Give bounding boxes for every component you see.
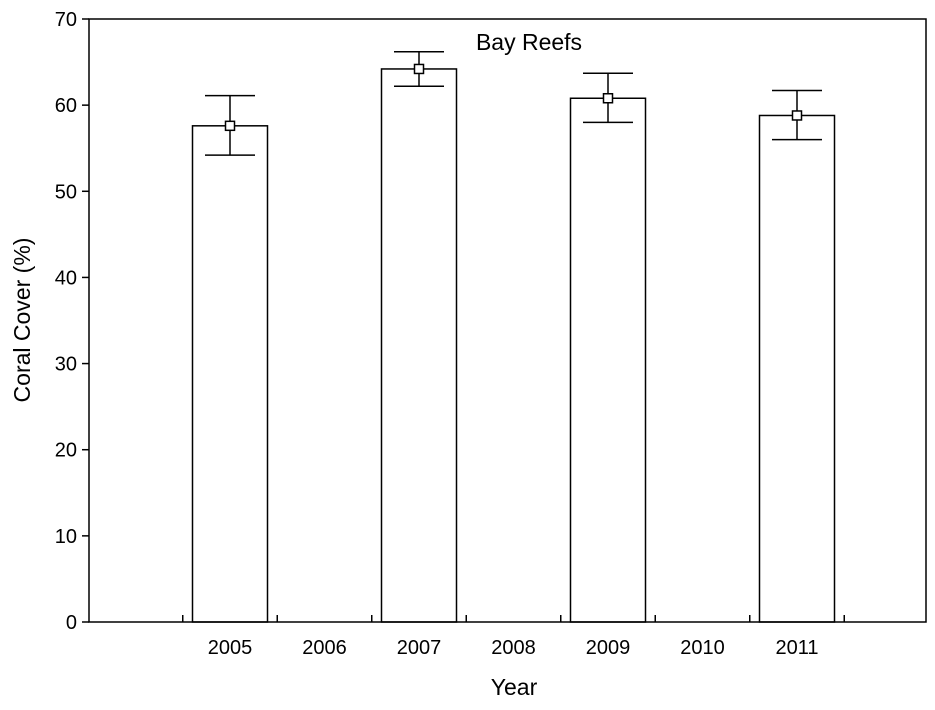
y-tick-label: 0 bbox=[66, 612, 77, 634]
mean-marker bbox=[413, 63, 425, 75]
mean-marker bbox=[791, 110, 803, 121]
x-tick-label: 2005 bbox=[208, 637, 253, 659]
y-tick-label: 50 bbox=[55, 181, 77, 203]
mean-marker bbox=[602, 93, 614, 104]
y-axis-label: Coral Cover (%) bbox=[9, 238, 35, 403]
y-tick-label: 60 bbox=[55, 95, 77, 117]
y-tick-label: 40 bbox=[55, 267, 77, 289]
mean-marker bbox=[224, 120, 236, 132]
y-tick-label: 20 bbox=[55, 440, 77, 462]
bar bbox=[569, 97, 647, 623]
chart-title: Bay Reefs bbox=[476, 29, 582, 55]
bar bbox=[380, 68, 458, 623]
bars-layer bbox=[191, 68, 836, 623]
x-axis-label: Year bbox=[491, 674, 538, 700]
plot-frame bbox=[88, 18, 927, 623]
y-tick-label: 70 bbox=[55, 9, 77, 31]
error-bars-layer bbox=[205, 50, 822, 156]
y-ticks: 0 10 20 30 40 50 60 70 bbox=[55, 9, 89, 634]
bar bbox=[191, 125, 269, 623]
bar bbox=[758, 114, 836, 623]
y-tick-label: 30 bbox=[55, 354, 77, 376]
y-tick-label: 10 bbox=[55, 526, 77, 548]
x-tick-label: 2006 bbox=[302, 637, 347, 659]
x-tick-label: 2007 bbox=[397, 637, 442, 659]
x-tick-label: 2009 bbox=[586, 637, 631, 659]
x-ticks: 2005 2006 2007 2008 2009 2010 2011 bbox=[182, 615, 845, 659]
x-tick-label: 2011 bbox=[775, 637, 818, 659]
x-tick-label: 2010 bbox=[680, 637, 725, 659]
axes-layer bbox=[88, 18, 927, 623]
x-tick-label: 2008 bbox=[491, 637, 536, 659]
